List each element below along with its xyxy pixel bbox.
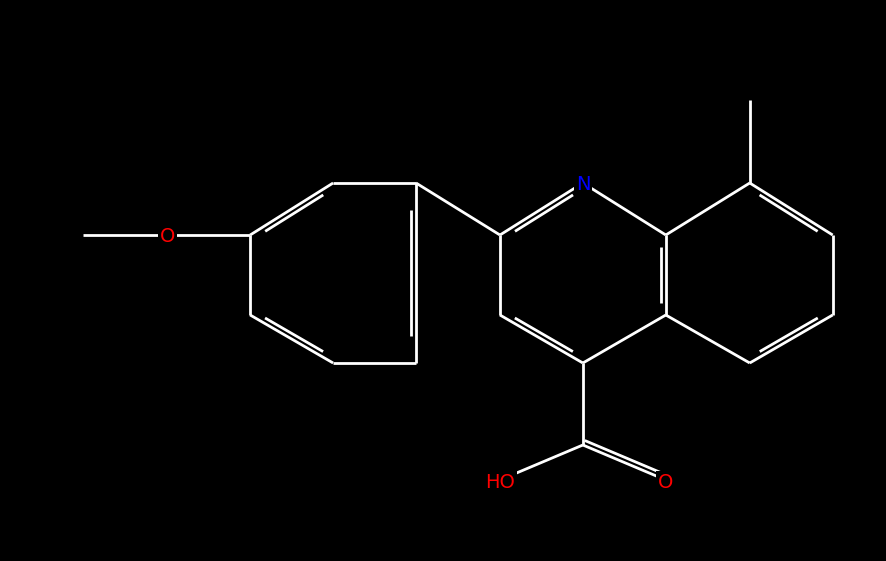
Text: O: O (657, 472, 672, 491)
Text: N: N (575, 176, 589, 195)
Text: O: O (159, 228, 175, 246)
Text: HO: HO (485, 472, 514, 491)
